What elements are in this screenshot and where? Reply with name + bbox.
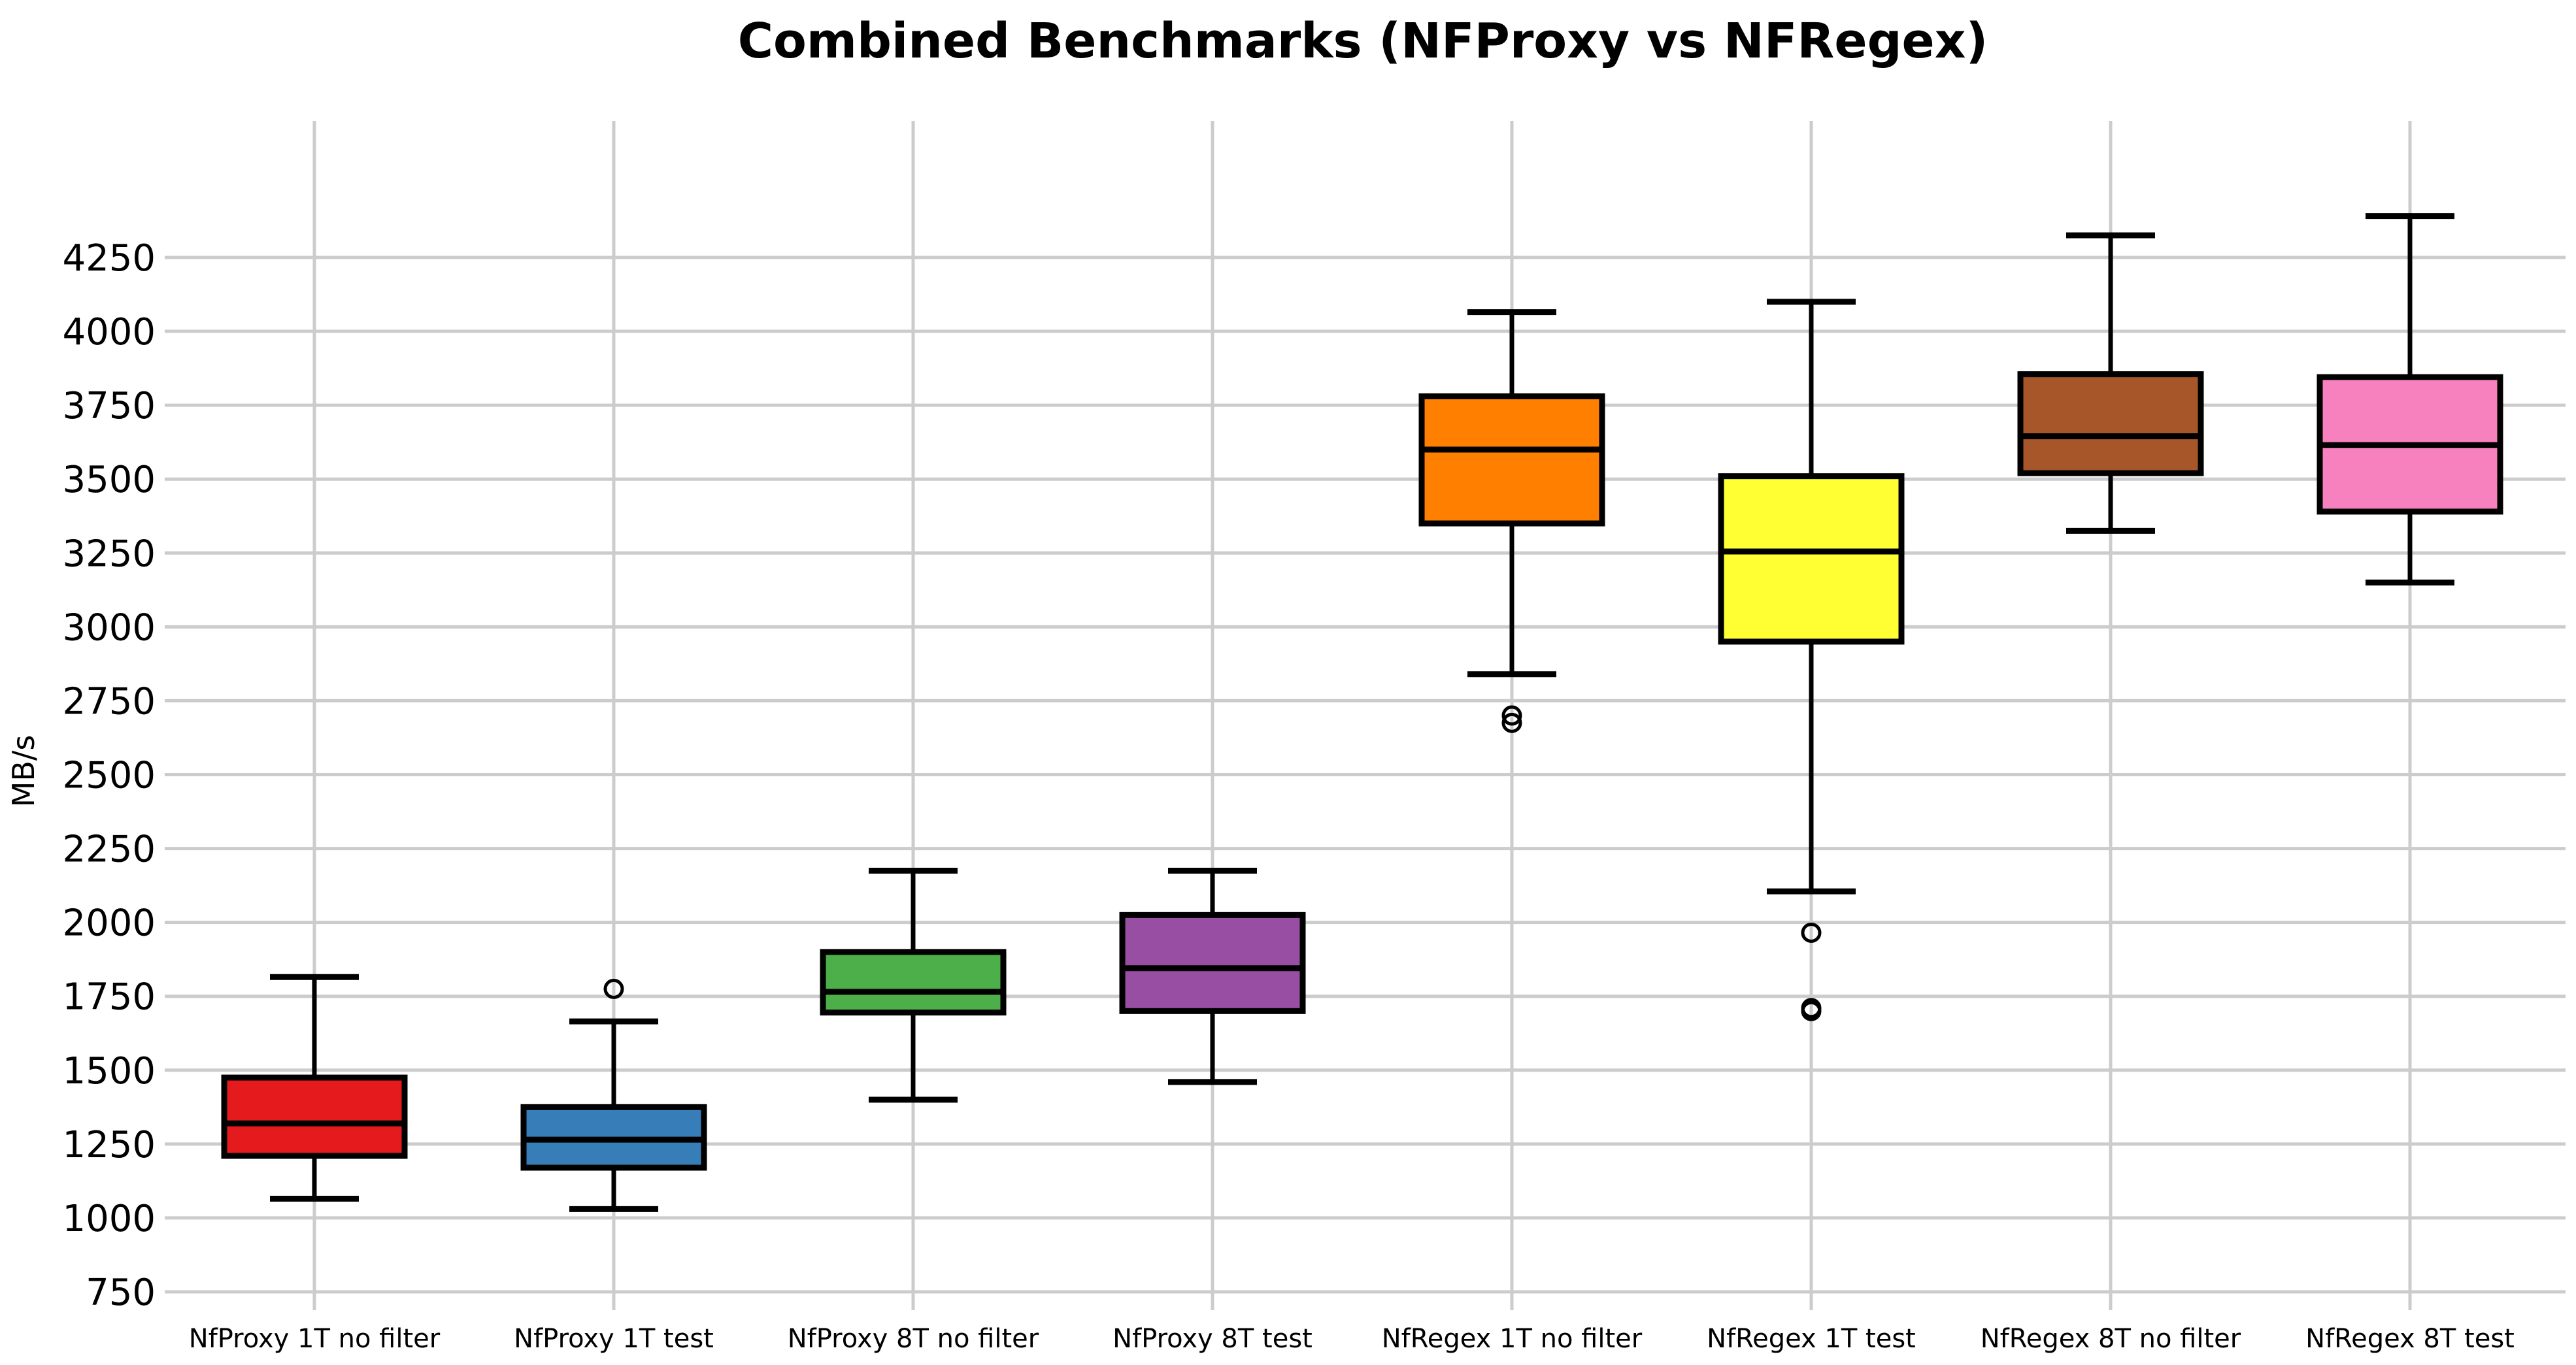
iqr-box — [2017, 371, 2204, 476]
outlier-point — [1801, 922, 1822, 943]
y-tick-label: 2000 — [62, 902, 156, 945]
x-tick-label: NfProxy 8T test — [1112, 1324, 1313, 1354]
box-plot — [221, 974, 408, 1202]
y-tick-label: 1250 — [62, 1124, 156, 1166]
iqr-box — [820, 949, 1007, 1016]
box-plot — [2017, 232, 2204, 534]
iqr-box — [1718, 473, 1905, 645]
y-tick-label: 3500 — [62, 459, 156, 501]
box-plot — [2317, 213, 2503, 586]
box-plot — [820, 867, 1007, 1103]
y-axis-title: MB/s — [6, 735, 41, 808]
box-plot — [1119, 867, 1306, 1085]
y-tick-label: 1000 — [62, 1198, 156, 1240]
y-tick-label: 3250 — [62, 533, 156, 575]
y-tick-label: 1500 — [62, 1050, 156, 1093]
outlier-point — [603, 978, 624, 999]
x-tick-label: NfRegex 8T test — [2305, 1324, 2515, 1354]
y-tick-label: 2250 — [62, 829, 156, 871]
box-plot — [1718, 299, 1905, 1021]
x-tick-label: NfProxy 8T no filter — [788, 1324, 1039, 1354]
box-plot — [1418, 309, 1605, 733]
y-tick-label: 4000 — [62, 311, 156, 354]
x-tick-label: NfRegex 1T test — [1707, 1324, 1916, 1354]
box-series — [221, 213, 2503, 1212]
outlier-point — [1801, 1000, 1822, 1021]
y-tick-label: 3000 — [62, 606, 156, 649]
iqr-box — [221, 1074, 408, 1159]
box-plot — [520, 978, 707, 1212]
y-tick-label: 750 — [86, 1272, 156, 1314]
iqr-box — [1119, 912, 1306, 1014]
outlier-point — [1501, 712, 1522, 733]
y-tick-label: 3750 — [62, 385, 156, 427]
axis-labels: 750 1000 1250 1500 1750 2000 2250 2500 2750 3000 3… — [62, 237, 2514, 1354]
y-tick-label: 2750 — [62, 680, 156, 723]
x-tick-label: NfProxy 1T test — [514, 1324, 714, 1354]
y-tick-label: 4250 — [62, 237, 156, 280]
y-tick-label: 1750 — [62, 976, 156, 1019]
x-tick-label: NfProxy 1T no filter — [189, 1324, 441, 1354]
y-tick-label: 2500 — [62, 754, 156, 797]
x-tick-label: NfRegex 1T no filter — [1382, 1324, 1643, 1354]
outlier-point — [1501, 705, 1522, 726]
x-tick-label: NfRegex 8T no filter — [1981, 1324, 2241, 1354]
iqr-box — [1418, 393, 1605, 527]
chart-title: Combined Benchmarks (NFProxy vs NFRegex) — [738, 13, 1988, 69]
